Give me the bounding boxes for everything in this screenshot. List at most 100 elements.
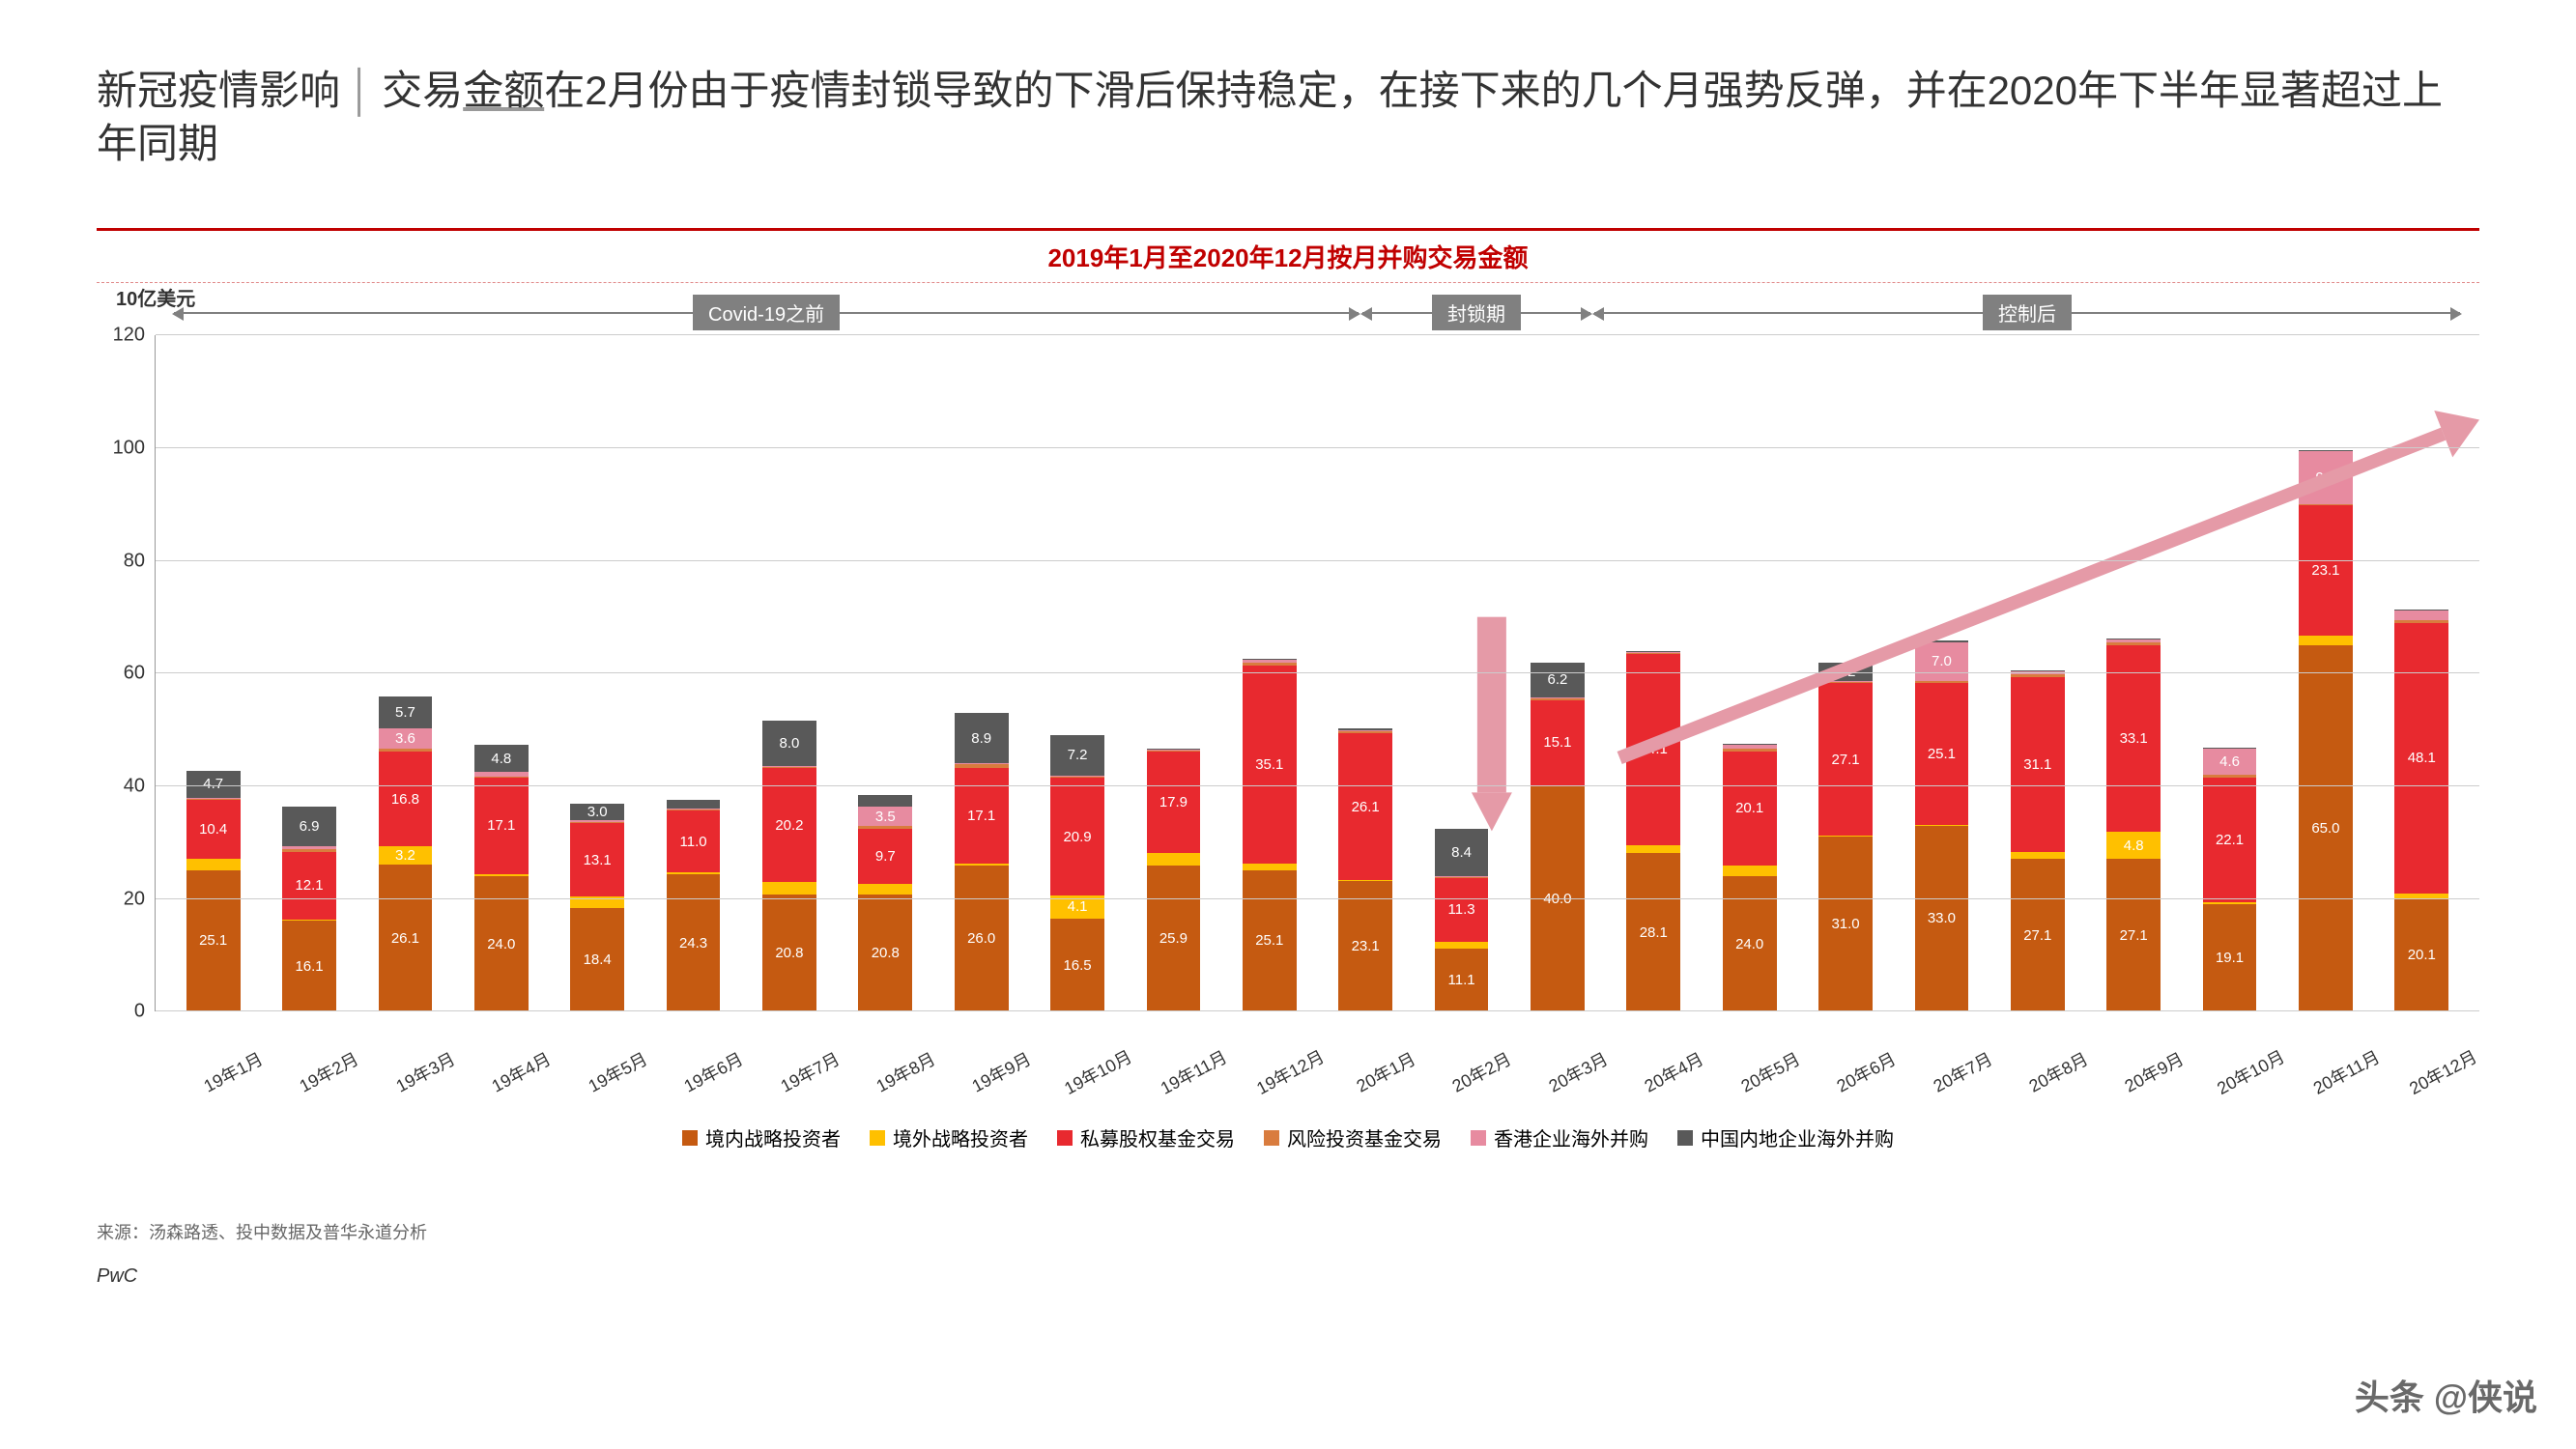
bar-slot: 33.025.17.0 [1894, 335, 1989, 1011]
bar-segment: 20.1 [2394, 898, 2448, 1011]
bar-segment [1723, 744, 1777, 745]
segment-label: 22.1 [2216, 832, 2244, 848]
bar-segment [2106, 639, 2161, 642]
bar-segment [570, 822, 624, 823]
y-tick: 100 [113, 437, 145, 459]
bar-slot: 16.54.120.97.2 [1029, 335, 1125, 1011]
gridline [156, 785, 2479, 786]
legend-swatch [1057, 1130, 1073, 1146]
x-tick-label: 19年5月 [559, 1021, 665, 1105]
x-tick-label: 19年7月 [752, 1021, 857, 1105]
chart-title: 2019年1月至2020年12月按月并购交易金额 [1047, 243, 1528, 272]
bar-segment [1626, 652, 1680, 653]
segment-label: 16.1 [295, 958, 323, 975]
period-segment: 封锁期 [1362, 295, 1590, 329]
bar-segment: 10.4 [186, 800, 241, 859]
segment-label: 4.6 [2219, 753, 2240, 770]
bar: 16.54.120.97.2 [1050, 735, 1104, 1011]
bar-segment [1818, 681, 1873, 682]
y-axis: 020406080100120 [97, 335, 155, 1011]
bar-slot: 25.1 35.1 [1221, 335, 1317, 1011]
period-label: 控制后 [1983, 295, 2072, 330]
bar-slot: 16.112.16.9 [261, 335, 357, 1011]
segment-label: 11.0 [680, 834, 707, 850]
bar-segment: 17.9 [1147, 752, 1201, 852]
y-tick: 0 [134, 1001, 145, 1023]
bar-segment: 27.1 [1818, 683, 1873, 836]
bar-segment: 26.1 [1338, 733, 1392, 880]
segment-label: 23.1 [1352, 938, 1380, 954]
bar-segment [1147, 853, 1201, 866]
bar-segment: 25.1 [1915, 683, 1969, 824]
bar-segment [2203, 748, 2257, 749]
slide-title: 新冠疫情影响 │ 交易金额在2月份由于疫情封锁导致的下滑后保持稳定，在接下来的几… [97, 58, 2479, 170]
bar-segment [1435, 876, 1489, 877]
bar-slot: 11.111.38.4 [1414, 335, 1509, 1011]
y-tick: 80 [124, 550, 145, 572]
segment-label: 4.7 [203, 776, 223, 792]
y-tick: 40 [124, 775, 145, 797]
bar-segment [1050, 776, 1104, 777]
segment-label: 9.4 [2316, 469, 2336, 486]
x-tick-label: 19年6月 [656, 1021, 761, 1105]
bar-segment: 6.9 [282, 807, 336, 845]
segment-label: 6.9 [300, 818, 320, 835]
x-tick-label: 19年9月 [944, 1021, 1049, 1105]
bar-segment: 26.1 [379, 865, 433, 1011]
segment-label: 26.1 [391, 930, 419, 947]
legend-item: 中国内地企业海外并购 [1677, 1123, 1894, 1151]
bar-slot: 26.017.18.9 [933, 335, 1029, 1011]
bar-segment [667, 872, 721, 874]
bar-segment [186, 859, 241, 870]
bar-segment: 3.6 [379, 728, 433, 749]
bar-segment [667, 809, 721, 810]
gridline [156, 560, 2479, 561]
bar-segment [667, 800, 721, 808]
segment-label: 9.7 [875, 848, 896, 865]
bar-segment: 7.2 [1050, 735, 1104, 776]
bar-slot: 23.1 26.1 [1318, 335, 1414, 1011]
bar: 28.134.1 [1626, 651, 1680, 1011]
x-tick-label: 20年12月 [2385, 1021, 2490, 1105]
bar-segment [2011, 670, 2065, 671]
segment-label: 20.8 [872, 945, 900, 961]
bar: 20.148.1 [2394, 610, 2448, 1011]
watermark: 头条 @侠说 [2355, 1370, 2537, 1420]
gridline [156, 672, 2479, 673]
bar-segment: 16.5 [1050, 919, 1104, 1011]
bar-segment [2394, 610, 2448, 611]
bar: 65.0 23.1 9.4 [2299, 450, 2353, 1012]
x-axis-labels: 19年1月19年2月19年3月19年4月19年5月19年6月19年7月19年8月… [155, 1021, 2479, 1065]
bar-segment [1626, 651, 1680, 652]
x-tick-label: 20年8月 [2001, 1021, 2106, 1105]
bars-group: 25.110.44.716.112.16.926.13.216.83.65.72… [156, 335, 2479, 1011]
bar-segment: 20.8 [858, 895, 912, 1011]
bar-segment: 8.4 [1435, 829, 1489, 876]
bar-segment: 65.0 [2299, 645, 2353, 1011]
segment-label: 17.1 [967, 808, 995, 824]
x-tick-label: 19年3月 [367, 1021, 472, 1105]
segment-label: 24.0 [1735, 936, 1763, 952]
segment-label: 3.2 [395, 847, 415, 864]
bar-segment [858, 884, 912, 895]
period-segment: Covid-19之前 [174, 295, 1359, 329]
bar-segment: 25.1 [1243, 870, 1297, 1011]
title-underlined: 金额 [463, 68, 544, 113]
bar-segment: 24.3 [667, 874, 721, 1011]
bar-segment [1147, 749, 1201, 750]
segment-label: 7.2 [1068, 747, 1088, 763]
segment-label: 23.1 [2311, 562, 2339, 579]
segment-label: 35.1 [1255, 756, 1283, 773]
bar-segment: 22.1 [2203, 778, 2257, 902]
bar-segment [474, 777, 529, 778]
bar: 25.1 35.1 [1243, 659, 1297, 1011]
bar-segment: 7.0 [1915, 642, 1969, 682]
bar-segment [762, 766, 816, 767]
gridline [156, 334, 2479, 335]
x-tick-label: 19年12月 [1232, 1021, 1337, 1105]
bar-segment: 24.0 [1723, 876, 1777, 1011]
bar: 40.015.16.2 [1531, 663, 1585, 1012]
legend-label: 香港企业海外并购 [1494, 1123, 1648, 1151]
bar-segment [2299, 450, 2353, 451]
bar-segment [570, 820, 624, 821]
